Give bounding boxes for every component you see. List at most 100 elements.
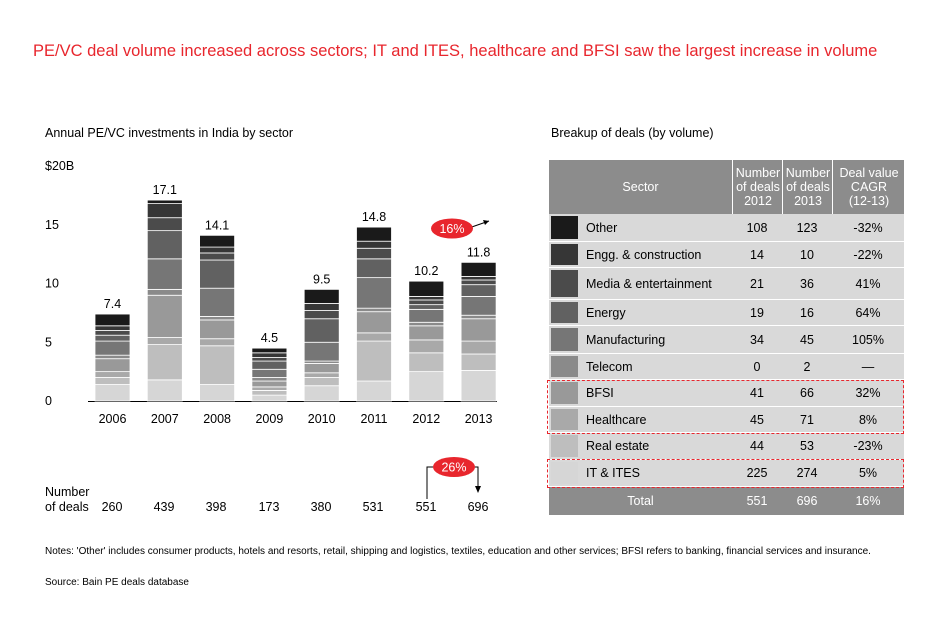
sector-name: IT & ITES xyxy=(586,466,640,480)
y-tick-label: 5 xyxy=(45,335,52,349)
bar-segment xyxy=(199,287,236,317)
deal-value-cagr: -23% xyxy=(853,439,883,453)
bar-segment xyxy=(303,318,340,343)
x-tick-label: 2013 xyxy=(465,412,493,426)
bar-segment xyxy=(408,352,445,373)
bar-segment xyxy=(146,344,183,381)
total-label: Total xyxy=(627,494,654,508)
sector-swatch xyxy=(551,328,578,351)
deals-2012: 45 xyxy=(750,412,764,427)
sector-swatch xyxy=(551,216,578,239)
sector-swatch xyxy=(551,462,578,484)
deals-2012: 14 xyxy=(750,247,764,262)
bar-segment xyxy=(356,311,392,334)
bar-segment xyxy=(251,390,288,396)
deal-count-2013: 696 xyxy=(467,500,489,514)
bar-segment xyxy=(356,258,392,279)
cagr-value-badge xyxy=(431,218,473,239)
bar-segment xyxy=(251,368,288,378)
x-tick-label: 2007 xyxy=(151,412,179,426)
deal-count-2012: 551 xyxy=(415,500,437,514)
table-row: Healthcare 45 71 8% xyxy=(549,407,904,433)
y-tick-label: 0 xyxy=(45,394,52,408)
bar-segment xyxy=(94,358,131,373)
bar-segment xyxy=(251,360,288,370)
deal-value-cagr: -32% xyxy=(853,220,883,235)
bar-segment xyxy=(408,371,445,402)
deals-label-line1: Number xyxy=(45,485,90,499)
bar-segment xyxy=(199,252,236,261)
bar-segment xyxy=(146,199,183,204)
table-row: Media & entertainment 21 36 41% xyxy=(549,268,904,300)
cagr-value-label: 16% xyxy=(439,222,464,236)
source: Source: Bain PE deals database xyxy=(45,577,189,588)
bar-total-label: 4.5 xyxy=(261,331,278,345)
bar-segment xyxy=(460,296,497,316)
deals-breakup-table: Sector Number of deals 2012 Number of deals… xyxy=(549,160,904,515)
bar-segment xyxy=(356,380,392,402)
deals-2013: 2 xyxy=(803,359,811,374)
sector-swatch xyxy=(551,244,578,265)
table-header: Sector Number of deals 2012 Number of deals… xyxy=(549,160,904,214)
deal-count-2010: 380 xyxy=(310,500,332,514)
sector-name: Other xyxy=(586,220,618,235)
table-row: BFSI 41 66 32% xyxy=(549,380,904,407)
bar-segment xyxy=(303,372,340,378)
bar-segment xyxy=(356,332,392,342)
bar-segment xyxy=(94,371,131,378)
bar-segment xyxy=(251,352,288,358)
notes: Notes: 'Other' includes consumer product… xyxy=(45,546,871,557)
deals-2012: 19 xyxy=(750,305,764,320)
x-tick-label: 2008 xyxy=(203,412,231,426)
deals-2013: 10 xyxy=(800,247,814,262)
x-tick-label: 2006 xyxy=(99,412,127,426)
bar-segment xyxy=(303,385,340,402)
total-deals-2013: 696 xyxy=(796,494,818,508)
bar-segment xyxy=(303,362,340,374)
deal-count-2009: 173 xyxy=(258,500,280,514)
deals-2013: 274 xyxy=(796,466,818,480)
deal-count-2008: 398 xyxy=(205,500,227,514)
deal-value-cagr: 32% xyxy=(855,386,881,400)
bar-segment xyxy=(356,340,392,382)
bar-total-label: 14.8 xyxy=(362,210,386,224)
bar-segment xyxy=(94,340,131,356)
bar-segment xyxy=(199,246,236,254)
sector-name: Manufacturing xyxy=(586,332,666,347)
deals-2013: 71 xyxy=(800,412,814,427)
bar-segment xyxy=(251,386,288,391)
bar-segment xyxy=(251,377,288,382)
sector-name: Energy xyxy=(586,305,626,320)
sector-swatch xyxy=(551,435,578,457)
deals-2013: 123 xyxy=(796,220,818,235)
deals-2012: 41 xyxy=(750,386,764,400)
deals-2012: 44 xyxy=(750,439,764,453)
table-row: Energy 19 16 64% xyxy=(549,300,904,326)
bar-segment xyxy=(460,318,497,342)
y-tick-label: 10 xyxy=(45,277,59,291)
bar-segment xyxy=(146,217,183,232)
bar-segment xyxy=(460,276,497,281)
sector-name: BFSI xyxy=(586,386,614,400)
bar-segment xyxy=(199,345,236,385)
deals-2013: 36 xyxy=(800,276,814,291)
sector-swatch xyxy=(551,409,578,430)
header-sector: Sector xyxy=(622,180,659,194)
bar-segment xyxy=(94,313,131,327)
bar-total-label: 11.8 xyxy=(467,245,490,259)
table-row: Telecom 0 2 — xyxy=(549,354,904,380)
deals-2013: 53 xyxy=(800,439,814,453)
bar-segment xyxy=(460,353,497,371)
deals-2013: 66 xyxy=(800,386,814,400)
bar-segment xyxy=(199,338,236,347)
table-row: IT & ITES 225 274 5% xyxy=(549,460,904,487)
bar-segment xyxy=(199,259,236,289)
total-deals-2012: 551 xyxy=(746,494,768,508)
bar-segment xyxy=(94,330,131,336)
bar-segment xyxy=(408,280,445,297)
bar-segment xyxy=(460,370,497,402)
sector-name: Telecom xyxy=(586,359,633,374)
bar-segment xyxy=(94,354,131,360)
x-tick-label: 2011 xyxy=(361,412,388,426)
bar-segment xyxy=(94,334,131,342)
